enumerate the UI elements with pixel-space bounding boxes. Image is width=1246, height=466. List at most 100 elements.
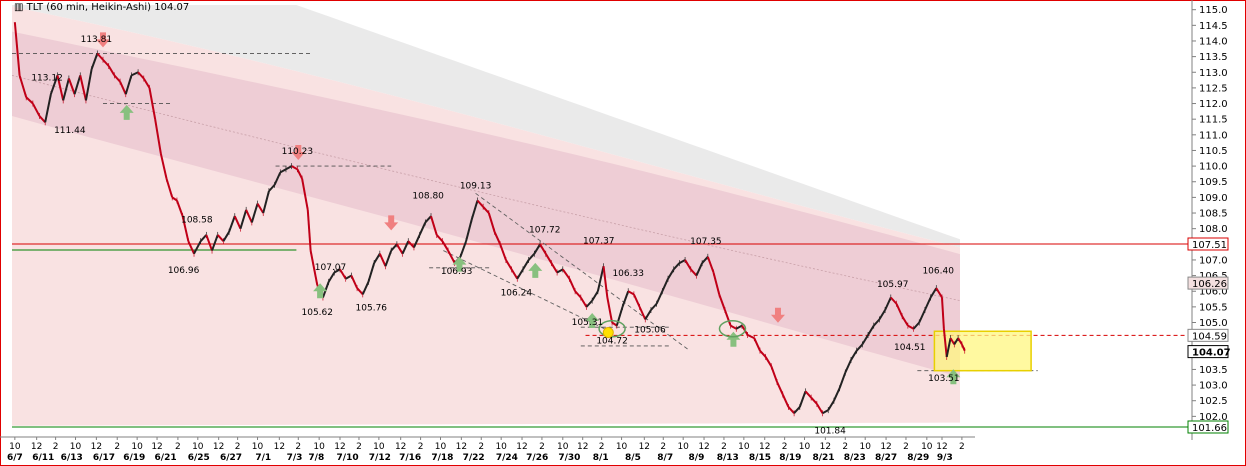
y-tick-label: 110.5 (1199, 146, 1228, 157)
price-segment (901, 315, 909, 327)
price-segment (407, 240, 415, 249)
price-segment (113, 74, 121, 83)
x-tick-label: 2 (175, 442, 181, 452)
price-segment (718, 294, 726, 311)
price-label: 101.84 (814, 426, 846, 436)
price-segment (102, 59, 110, 67)
price-segment (781, 394, 790, 408)
x-tick-label: 12 (213, 442, 224, 452)
price-segment (684, 259, 692, 270)
x-tick-label: 10 (192, 442, 204, 452)
x-date-label: 8/29 (907, 453, 929, 463)
price-segment (723, 309, 732, 326)
price-segment (309, 250, 319, 286)
price-label: 104.51 (894, 343, 926, 353)
price-segment (793, 406, 801, 414)
price-segment (245, 209, 253, 223)
x-date-label: 7/30 (558, 453, 580, 463)
price-segment (493, 231, 502, 245)
price-label: 106.93 (441, 267, 473, 277)
price-segment (606, 297, 614, 323)
price-segment (465, 219, 473, 242)
x-tick-label: 12 (395, 442, 406, 452)
x-date-label: 6/27 (220, 453, 242, 463)
sell-arrow-icon (291, 145, 306, 161)
price-segment (96, 52, 104, 61)
x-tick-label: 2 (660, 442, 666, 452)
buy-arrow-icon (313, 283, 328, 299)
price-segment (273, 171, 282, 186)
x-date-label: 7/16 (399, 453, 421, 463)
trend-line (443, 250, 605, 330)
price-segment (413, 234, 421, 248)
price-segment (833, 387, 841, 402)
x-tick-label: 10 (677, 442, 689, 452)
price-segment (119, 81, 127, 95)
x-date-label: 7/1 (255, 453, 271, 463)
y-tick-label: 114.0 (1199, 36, 1228, 47)
price-segment (205, 234, 213, 251)
price-segment (827, 400, 835, 411)
price-segment (596, 265, 605, 292)
price-label: 105.31 (572, 318, 604, 328)
axis-badge-label: 101.66 (1192, 423, 1227, 434)
price-segment (79, 75, 87, 101)
y-tick-label: 110.0 (1199, 162, 1228, 173)
price-segment (550, 262, 558, 273)
price-segment (441, 240, 449, 252)
buy-arrow-icon (119, 104, 134, 120)
x-tick-label: 12 (516, 442, 527, 452)
price-segment (401, 240, 410, 255)
x-tick-label: 12 (456, 442, 467, 452)
price-segment (306, 209, 312, 251)
price-segment (804, 390, 812, 399)
price-segment (850, 350, 858, 361)
price-segment (798, 390, 807, 408)
axis-badge-label: 107.51 (1192, 240, 1227, 251)
axis-badge-box (1187, 345, 1229, 359)
x-tick-label: 2 (114, 442, 120, 452)
price-segment (176, 200, 184, 217)
price-segment (327, 271, 336, 283)
x-date-label: 8/23 (844, 453, 866, 463)
x-date-label: 8/13 (717, 453, 739, 463)
price-labels: 113.81 113.12 111.44 110.23 108.58 106.96 107.… (31, 35, 959, 436)
price-label: 107.37 (583, 236, 615, 246)
y-tick-label: 103.5 (1199, 365, 1228, 376)
price-label: 106.24 (501, 289, 533, 299)
y-tick-label: 114.5 (1199, 21, 1228, 32)
price-segment (390, 243, 398, 252)
x-date-label: 8/15 (749, 453, 771, 463)
x-date-label: 8/1 (593, 453, 609, 463)
price-segment (591, 290, 599, 302)
price-segment (268, 184, 276, 192)
x-tick-label: 10 (9, 442, 21, 452)
price-segment (730, 324, 737, 330)
price-segment (579, 296, 588, 308)
y-tick-label: 109.5 (1199, 177, 1228, 188)
price-segment (895, 303, 904, 317)
price-segment (356, 287, 364, 296)
price-segment (31, 103, 41, 117)
x-date-label: 6/7 (7, 453, 23, 463)
y-tick-label: 106.0 (1199, 287, 1228, 298)
x-tick-label: 12 (274, 442, 285, 452)
price-segment (621, 290, 630, 308)
y-tick-label: 105.0 (1199, 318, 1228, 329)
price-segment (25, 96, 34, 105)
x-tick-label: 2 (599, 442, 605, 452)
x-date-label: 8/21 (812, 453, 834, 463)
price-label: 103.51 (928, 374, 960, 384)
price-label: 106.96 (168, 266, 200, 276)
price-segment (878, 309, 886, 320)
price-segment (787, 406, 795, 414)
price-segment (285, 165, 293, 171)
price-segment (73, 75, 82, 95)
x-tick-label: 2 (295, 442, 301, 452)
x-tick-label: 10 (738, 442, 750, 452)
price-segment (510, 268, 519, 280)
price-label: 107.72 (529, 225, 561, 235)
y-tick-label: 102.0 (1199, 412, 1228, 423)
price-segment (131, 71, 139, 77)
